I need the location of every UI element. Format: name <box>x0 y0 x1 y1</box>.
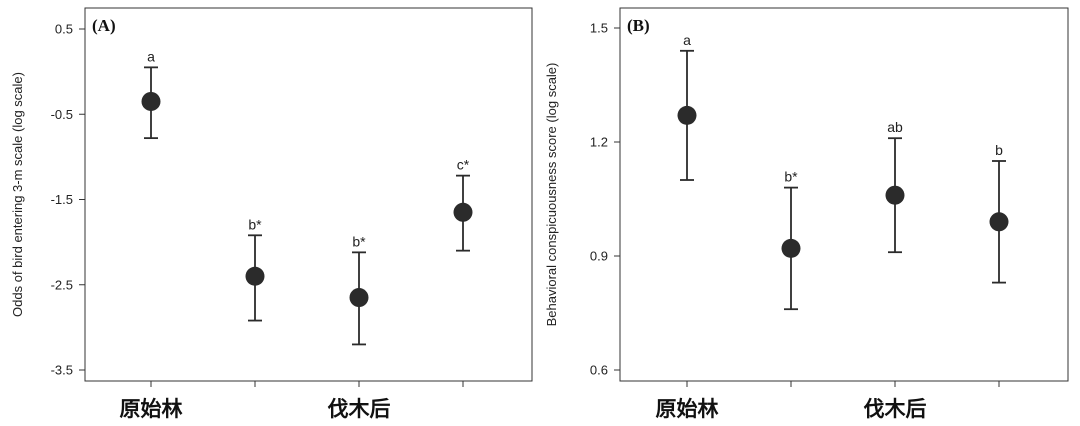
y-tick-label: -0.5 <box>51 107 73 122</box>
x-group-label: 伐木后 <box>864 397 927 421</box>
panel-label: (A) <box>92 16 116 35</box>
mean-point <box>245 266 265 286</box>
panel-label: (B) <box>627 16 650 35</box>
x-group-label: 原始林 <box>120 397 183 421</box>
y-tick-label: 1.5 <box>590 21 608 36</box>
y-tick-label: 0.6 <box>590 363 608 378</box>
data-point-group: b <box>989 142 1009 284</box>
x-group-label: 原始林 <box>656 397 719 421</box>
plot-frame <box>619 7 1069 382</box>
significance-letter: b* <box>248 216 262 232</box>
significance-letter: c* <box>457 157 470 173</box>
mean-point <box>349 288 369 308</box>
significance-letter: b* <box>784 169 798 185</box>
mean-point <box>989 212 1009 232</box>
y-axis-title: Odds of bird entering 3-m scale (log sca… <box>10 72 25 317</box>
y-tick-label: 0.9 <box>590 249 608 264</box>
y-tick-label: -3.5 <box>51 363 73 378</box>
y-tick-label: 0.5 <box>55 22 73 37</box>
y-axis-title: Behavioral conspicuousness score (log sc… <box>544 63 559 327</box>
y-tick-label: 1.2 <box>590 135 608 150</box>
significance-letter: b <box>995 142 1003 158</box>
mean-point <box>677 105 697 125</box>
data-point-group: c* <box>453 157 473 252</box>
data-point-group: a <box>677 32 697 181</box>
data-point-group: b* <box>781 169 801 311</box>
significance-letter: a <box>683 32 691 48</box>
chart-panel-b: 1.5 1.2 0.9 0.6 原始林 伐木后 Behavioral conspicuous… <box>544 7 1069 421</box>
significance-letter: a <box>147 48 155 64</box>
mean-point <box>781 238 801 258</box>
y-tick-label: -1.5 <box>51 192 73 207</box>
plot-frame <box>84 7 533 382</box>
data-point-group: b* <box>245 216 265 322</box>
significance-letter: ab <box>887 119 903 135</box>
y-tick-label: -2.5 <box>51 277 73 292</box>
mean-point <box>885 185 905 205</box>
mean-point <box>453 202 473 222</box>
x-group-label: 伐木后 <box>328 397 391 421</box>
data-point-group: a <box>141 48 161 140</box>
mean-point <box>141 91 161 111</box>
data-point-group: ab <box>885 119 905 254</box>
data-point-group: b* <box>349 233 369 346</box>
chart-panel-a: 0.5 -0.5 -1.5 -2.5 -3.5 原始林 伐木后 Odds of bird en… <box>10 7 533 421</box>
significance-letter: b* <box>352 233 366 249</box>
